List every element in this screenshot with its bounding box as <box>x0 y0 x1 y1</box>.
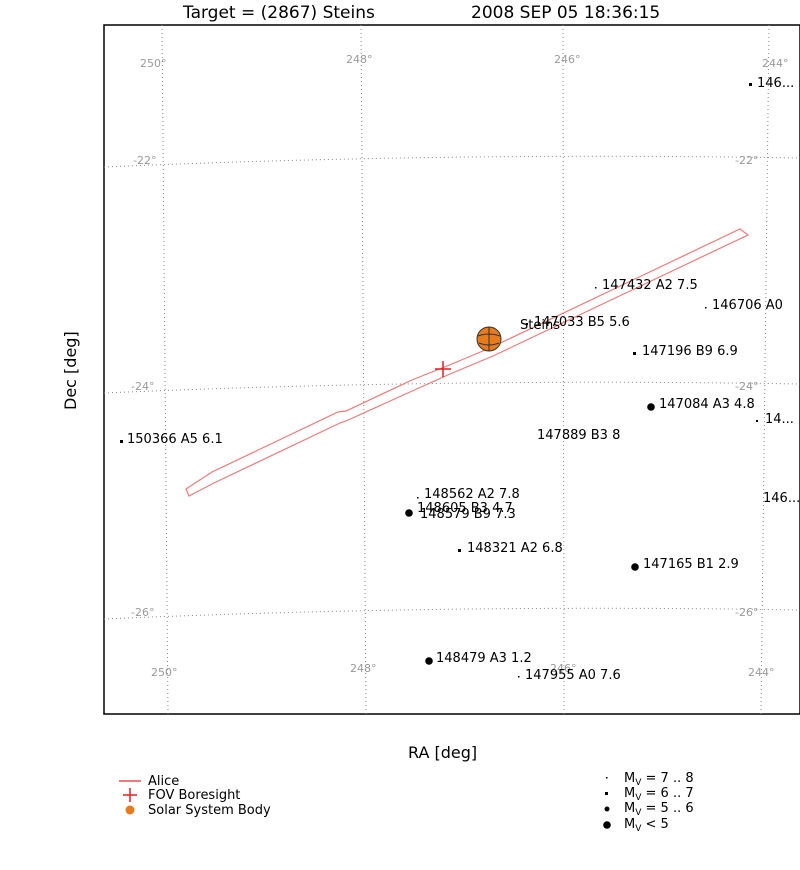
dec-line-24 <box>103 381 800 394</box>
star-dot <box>120 440 123 443</box>
star-dot <box>417 497 419 499</box>
star-dot <box>631 563 639 571</box>
dec-label-right-24: -24° <box>735 380 758 393</box>
ra-label-bottom-246: 246° <box>550 662 577 675</box>
legend-mag3: MV = 5 .. 6 <box>624 801 694 818</box>
title-target: Target = (2867) Steins <box>182 3 375 23</box>
legend-mag4-swatch <box>603 821 611 829</box>
star-label: 14... <box>765 412 794 427</box>
star-label: 146... <box>757 76 794 91</box>
star-label: 146706 A0 <box>712 298 783 313</box>
x-axis-label: RA [deg] <box>408 743 477 762</box>
star-dot <box>756 420 758 422</box>
legend-boresight-swatch <box>123 788 137 802</box>
star-label: 147432 A2 7.5 <box>602 278 698 293</box>
fov-boresight-marker <box>435 361 451 377</box>
stars-layer: 146... 147432 A2 7.5 146706 A0 147033 B5… <box>120 76 800 683</box>
legend-mag1-swatch <box>606 777 608 779</box>
y-axis-label: Dec [deg] <box>61 331 80 410</box>
ra-line-250 <box>161 24 169 715</box>
star-dot <box>518 676 520 678</box>
dec-label-right-26: -26° <box>735 606 758 619</box>
dec-label-right-22: -22° <box>735 154 758 167</box>
star-label: 147084 A3 4.8 <box>659 397 755 412</box>
legend-mag2: MV = 6 .. 7 <box>624 786 694 803</box>
ra-line-246 <box>562 24 565 715</box>
star-label: 150366 A5 6.1 <box>127 432 223 447</box>
legend-alice: Alice <box>148 774 179 789</box>
ra-label-top-250: 250° <box>140 57 167 70</box>
star-dot <box>647 403 655 411</box>
legend-boresight: FOV Boresight <box>148 788 240 803</box>
dec-label-left-22: -22° <box>133 154 156 167</box>
star-dot <box>405 509 413 517</box>
legend-ssb-swatch <box>125 805 135 815</box>
dec-label-left-24: -24° <box>131 380 154 393</box>
dec-label-left-26: -26° <box>131 606 154 619</box>
dec-line-22 <box>103 155 800 168</box>
star-label: 148562 A2 7.8 <box>424 487 520 502</box>
graticule <box>103 24 800 715</box>
ra-line-244 <box>760 24 770 715</box>
ra-label-bottom-248: 248° <box>350 662 377 675</box>
star-label: 147165 B1 2.9 <box>643 557 739 572</box>
star-label: 147033 B5 5.6 <box>534 315 630 330</box>
star-dot <box>705 307 707 309</box>
steins-label: Steins <box>520 318 560 333</box>
star-label: 148479 A3 1.2 <box>436 651 532 666</box>
star-dot <box>595 287 597 289</box>
ra-label-top-244: 244° <box>762 57 789 70</box>
star-dot <box>425 657 433 665</box>
star-label: 147196 B9 6.9 <box>642 344 738 359</box>
star-label: 146... <box>763 491 800 506</box>
legend-mag4: MV < 5 <box>624 817 669 834</box>
star-dot <box>458 549 461 552</box>
alice-fov-outline <box>185 228 750 497</box>
star-label: 148579 B9 7.3 <box>420 507 516 522</box>
ra-label-bottom-250: 250° <box>151 666 178 679</box>
star-dot <box>749 83 752 86</box>
star-label: 148605 B3 4.7 <box>417 501 513 516</box>
ra-label-top-248: 248° <box>346 53 373 66</box>
steins-body <box>476 326 502 352</box>
star-label: 147955 A0 7.6 <box>525 668 621 683</box>
title-datetime: 2008 SEP 05 18:36:15 <box>471 3 660 23</box>
star-dot <box>633 352 636 355</box>
star-label: 148321 A2 6.8 <box>467 541 563 556</box>
star-label: 147889 B3 8 <box>537 428 620 443</box>
legend: Alice FOV Boresight Solar System Body MV… <box>119 771 694 834</box>
legend-mag1: MV = 7 .. 8 <box>624 771 694 788</box>
plot-frame <box>103 24 800 715</box>
ra-line-248 <box>360 24 367 715</box>
dec-line-26 <box>103 607 800 620</box>
legend-mag3-swatch <box>604 806 610 812</box>
legend-ssb: Solar System Body <box>148 803 271 818</box>
star-dot <box>526 323 528 325</box>
ra-label-top-246: 246° <box>554 53 581 66</box>
ra-label-bottom-244: 244° <box>748 666 775 679</box>
legend-mag2-swatch <box>605 792 608 795</box>
